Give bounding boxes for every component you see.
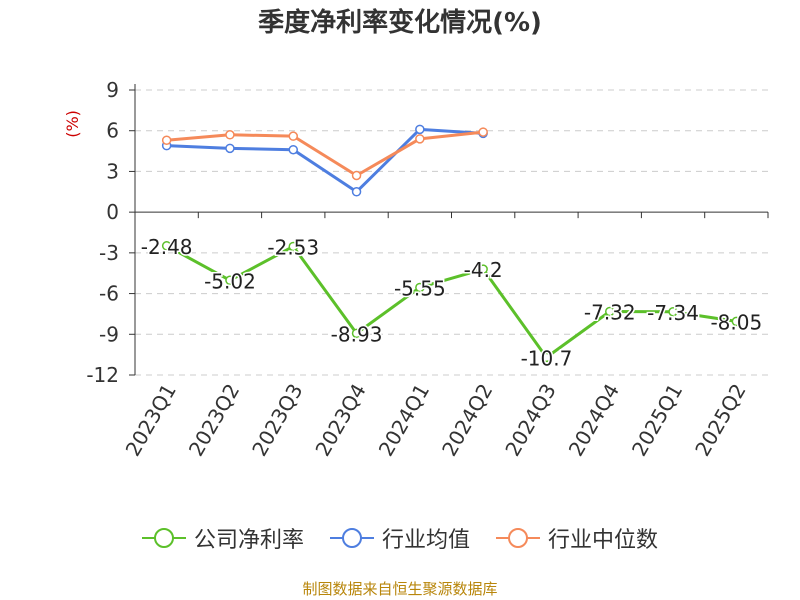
legend-label: 行业均值 — [381, 528, 470, 553]
data-point — [541, 352, 552, 363]
series-line — [165, 244, 737, 359]
legend-swatch-icon — [496, 528, 540, 548]
y-tick-label: -3 — [99, 241, 119, 265]
x-tick-label: 2023Q1 — [121, 380, 181, 461]
legend-swatch-icon — [141, 528, 186, 548]
data-point — [605, 306, 615, 317]
data-label: -5.55 — [394, 276, 446, 300]
data-point — [478, 127, 488, 137]
source-note: 制图数据来自恒生聚源数据库 — [302, 580, 498, 598]
data-point — [225, 275, 235, 286]
chart-title: 季度净利率变化情况(%) — [258, 8, 542, 38]
data-label: -7.32 — [584, 300, 636, 324]
data-point — [225, 143, 235, 154]
x-tick-label: 2025Q1 — [627, 380, 687, 461]
data-point — [351, 328, 362, 339]
y-tick-label: 6 — [106, 119, 119, 143]
data-label: -5.02 — [204, 269, 256, 293]
x-tick-label: 2024Q4 — [564, 380, 624, 461]
x-tick-label: 2024Q1 — [374, 380, 434, 461]
x-tick-label: 2025Q2 — [690, 380, 750, 461]
legend-item[interactable]: 公司净利率 — [141, 522, 304, 554]
x-tick-label: 2023Q2 — [184, 380, 244, 461]
legend-item[interactable]: 行业均值 — [329, 522, 470, 554]
y-tick-label: -12 — [86, 363, 119, 387]
y-tick-label: 3 — [106, 159, 119, 183]
legend-swatch-icon — [329, 528, 374, 548]
data-point — [288, 144, 298, 155]
y-tick-label: 9 — [106, 78, 119, 102]
data-label: -8.93 — [331, 322, 383, 346]
legend-item[interactable]: 行业中位数 — [496, 522, 658, 554]
data-point — [415, 134, 425, 144]
data-point — [668, 307, 678, 317]
data-point — [478, 264, 488, 274]
data-point — [351, 187, 362, 197]
data-label: -8.05 — [710, 310, 762, 334]
x-tick-label: 2024Q3 — [500, 380, 560, 461]
data-point — [415, 282, 425, 293]
data-point — [731, 316, 742, 327]
legend-label: 公司净利率 — [193, 528, 304, 553]
y-tick-label: -9 — [99, 322, 119, 346]
series-lines — [161, 124, 742, 363]
data-labels: -2.48-5.02-2.53-8.93-5.55-4.2-10.7-7.32-… — [139, 233, 763, 372]
x-tick-label: 2023Q4 — [310, 380, 370, 461]
legend: 公司净利率 行业均值 行业中位数 — [0, 518, 800, 558]
y-tick-label: 0 — [106, 200, 119, 224]
x-tick-label: 2024Q2 — [437, 380, 497, 461]
data-label: -2.53 — [267, 235, 319, 259]
y-axis-title: (%) — [63, 110, 82, 138]
data-label: -10.7 — [521, 346, 573, 370]
data-point — [351, 170, 362, 181]
x-tick-label: 2023Q3 — [247, 380, 307, 461]
legend-label: 行业中位数 — [548, 528, 659, 553]
data-label: -4.2 — [464, 258, 503, 282]
data-label: -2.48 — [141, 235, 193, 259]
data-point — [161, 241, 172, 251]
y-tick-label: -6 — [99, 282, 119, 306]
data-point — [225, 130, 235, 140]
series-line — [166, 130, 484, 177]
data-point — [415, 124, 425, 135]
data-label: -7.34 — [647, 301, 699, 325]
series-line — [166, 127, 484, 194]
data-point — [161, 135, 172, 145]
data-point — [288, 241, 298, 252]
data-point — [288, 131, 298, 141]
